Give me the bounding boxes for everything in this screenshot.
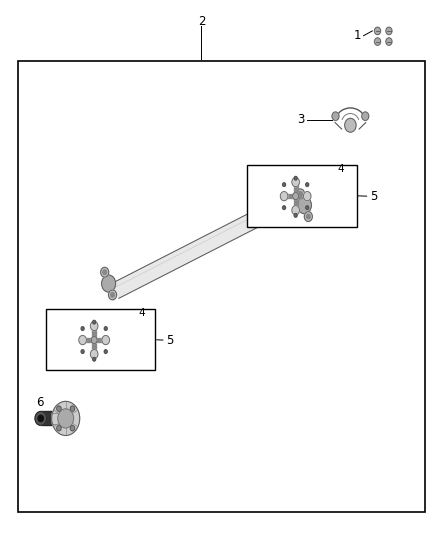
Circle shape	[81, 327, 84, 330]
Circle shape	[304, 212, 312, 222]
Circle shape	[293, 192, 299, 200]
Circle shape	[297, 189, 304, 199]
Circle shape	[332, 112, 339, 120]
Circle shape	[307, 214, 310, 219]
Bar	[41, 411, 52, 425]
Bar	[41, 411, 52, 425]
Text: 5: 5	[166, 334, 174, 346]
Circle shape	[280, 191, 288, 201]
Circle shape	[345, 118, 356, 132]
Circle shape	[299, 192, 302, 196]
Circle shape	[292, 206, 300, 215]
Text: 6: 6	[35, 396, 43, 409]
Circle shape	[103, 270, 106, 274]
Circle shape	[101, 267, 109, 277]
Circle shape	[294, 176, 297, 180]
Circle shape	[70, 425, 74, 431]
Bar	[46, 309, 155, 370]
Circle shape	[93, 358, 95, 361]
Bar	[52, 413, 66, 424]
Circle shape	[102, 275, 116, 292]
Text: 3: 3	[297, 114, 304, 126]
Text: 5: 5	[370, 190, 378, 203]
Text: 1: 1	[354, 29, 361, 42]
Circle shape	[297, 197, 311, 214]
Circle shape	[294, 214, 297, 217]
Circle shape	[38, 415, 43, 422]
Circle shape	[93, 320, 95, 324]
Circle shape	[102, 335, 110, 345]
Circle shape	[90, 321, 98, 330]
Circle shape	[111, 293, 114, 297]
Circle shape	[81, 350, 84, 353]
Text: 2: 2	[198, 15, 205, 28]
Circle shape	[386, 27, 392, 35]
Circle shape	[386, 38, 392, 45]
Circle shape	[292, 177, 300, 187]
Text: 4: 4	[337, 165, 344, 174]
Circle shape	[57, 406, 61, 411]
Polygon shape	[113, 193, 294, 298]
Circle shape	[362, 112, 369, 120]
Circle shape	[306, 206, 309, 209]
Circle shape	[104, 327, 107, 330]
Circle shape	[283, 183, 286, 187]
Circle shape	[109, 290, 117, 300]
Circle shape	[52, 401, 80, 435]
Text: 4: 4	[138, 308, 145, 318]
Circle shape	[304, 191, 311, 201]
Circle shape	[90, 350, 98, 359]
Circle shape	[374, 38, 381, 45]
Circle shape	[104, 350, 107, 353]
Bar	[247, 165, 357, 227]
Circle shape	[306, 183, 309, 187]
Circle shape	[91, 336, 97, 344]
Circle shape	[283, 206, 286, 209]
Circle shape	[374, 27, 381, 35]
Circle shape	[70, 406, 74, 411]
Circle shape	[57, 425, 61, 431]
Bar	[18, 61, 425, 512]
Circle shape	[58, 409, 74, 428]
Circle shape	[79, 335, 86, 345]
Circle shape	[35, 411, 46, 425]
